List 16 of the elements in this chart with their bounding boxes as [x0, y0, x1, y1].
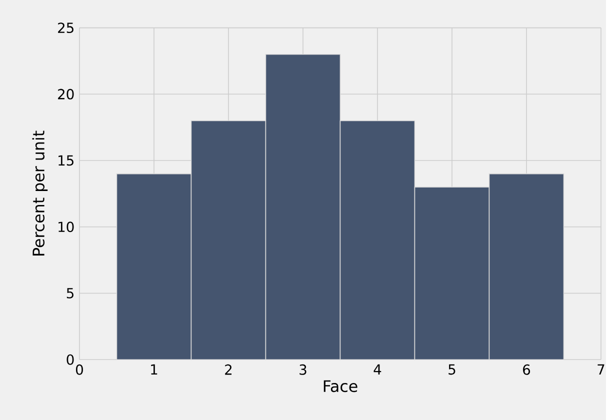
y-tick-label: 15: [58, 155, 74, 166]
y-axis-title: Percent per unit: [32, 130, 48, 256]
x-tick-label: 5: [448, 364, 456, 375]
y-tick-label: 25: [58, 22, 74, 33]
x-tick-label: 0: [76, 364, 83, 375]
x-tick-label: 3: [300, 364, 306, 375]
x-tick-label: 4: [374, 364, 382, 374]
x-tick-label: 7: [598, 364, 604, 374]
x-tick-label: 2: [225, 364, 232, 375]
y-tick-label: 10: [58, 222, 74, 232]
y-tick-label: 20: [58, 88, 74, 100]
y-tick-label: 0: [66, 354, 74, 365]
x-axis-title: Face: [324, 380, 358, 392]
x-tick-label: 1: [151, 364, 158, 374]
x-tick-label: 6: [523, 364, 530, 375]
y-tick-label: 5: [66, 288, 74, 298]
